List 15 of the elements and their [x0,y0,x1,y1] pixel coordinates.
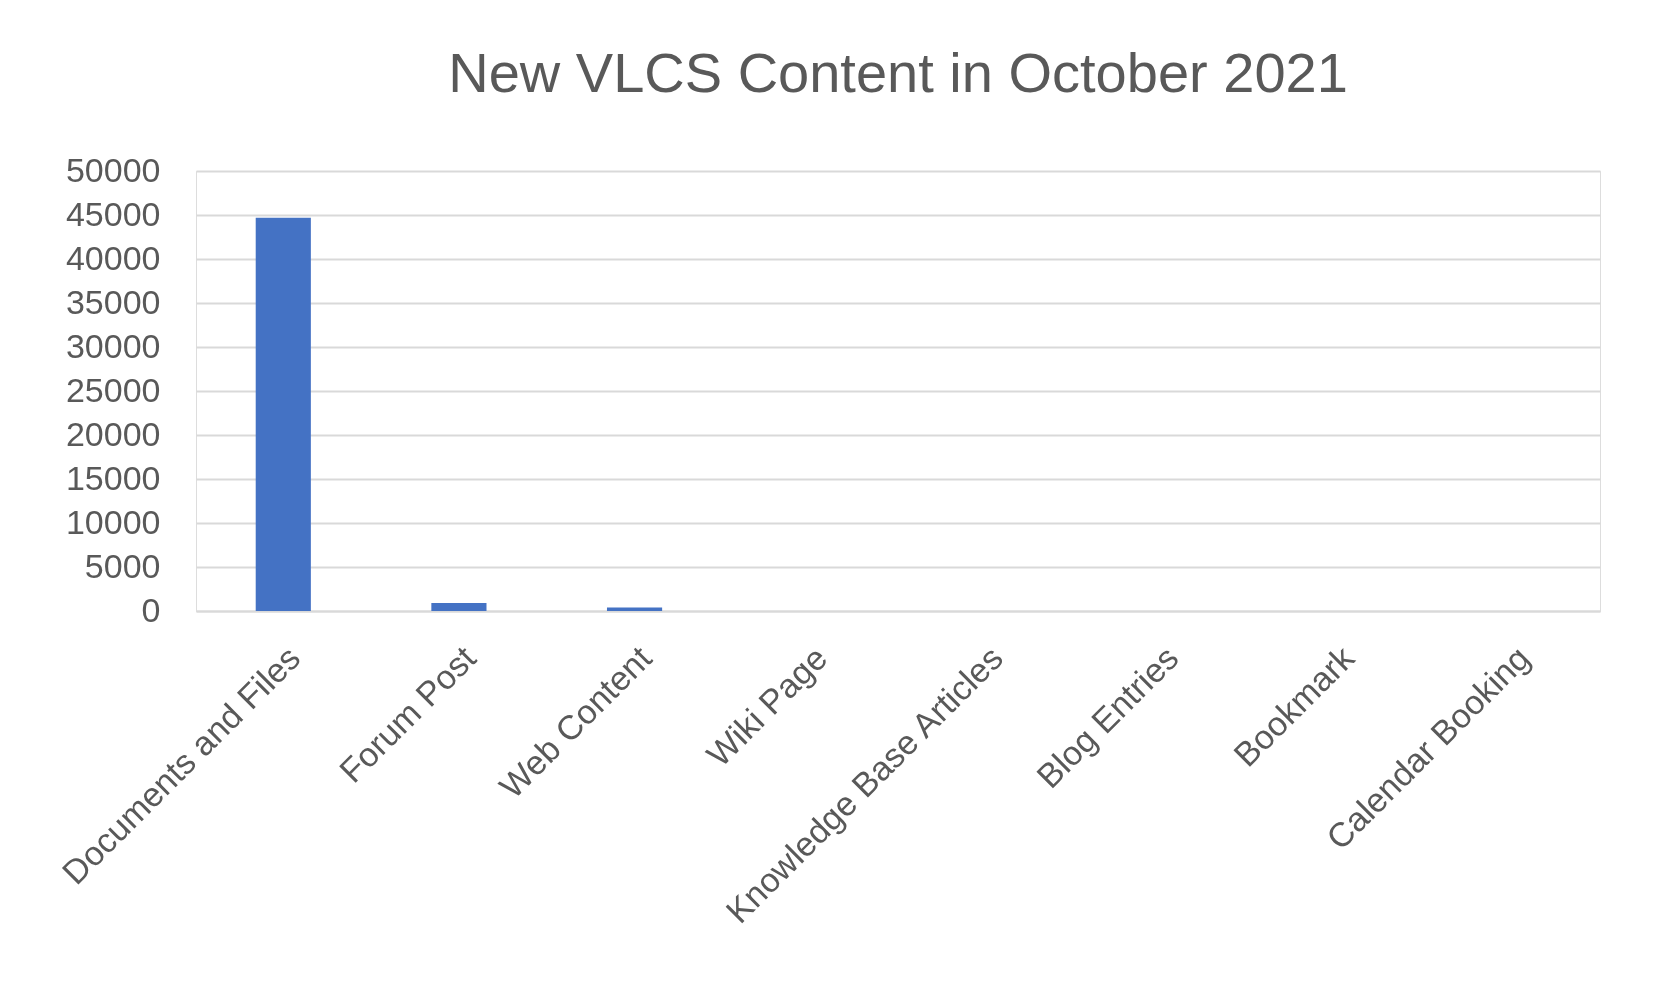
y-tick-label: 50000 [65,150,161,189]
y-tick-label: 35000 [65,282,161,321]
y-tick-label: 40000 [65,238,161,277]
bar [255,217,311,611]
chart-title: New VLCS Content in October 2021 [448,41,1348,104]
y-tick-label: 5000 [84,546,161,585]
y-tick-label: 45000 [65,194,161,233]
y-tick-label: 30000 [65,326,161,365]
y-tick-label: 10000 [65,502,161,541]
y-tick-label: 20000 [65,414,161,453]
y-tick-label: 15000 [65,458,161,497]
y-tick-label: 0 [141,590,161,629]
bar [606,607,663,611]
bar [431,603,487,611]
y-tick-label: 25000 [65,370,161,409]
